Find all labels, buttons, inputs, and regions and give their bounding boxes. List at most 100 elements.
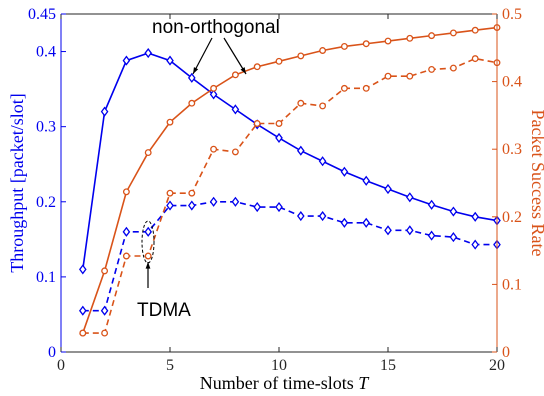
point-thr_tdma	[275, 201, 283, 213]
line-psr_nonortho	[82, 26, 498, 334]
point-thr_nonortho	[296, 145, 305, 156]
point-psr_tdma	[188, 189, 196, 197]
point-psr_nonortho	[122, 188, 130, 196]
point-thr_tdma	[340, 217, 349, 228]
point-thr_tdma	[231, 196, 240, 207]
y-axis-right-label: Packet Success Rate	[528, 110, 544, 257]
y-right-tick-label: 0.2	[502, 209, 522, 226]
y-axis-left-label: Throughput [packet/slot]	[7, 93, 27, 272]
point-thr_tdma	[209, 196, 218, 207]
point-thr_tdma	[253, 201, 262, 213]
point-psr_nonortho	[231, 71, 239, 79]
x-tick-label: 15	[380, 357, 396, 374]
y-left-tick-label: 0.4	[36, 44, 56, 61]
point-thr_tdma	[362, 217, 371, 228]
point-psr_nonortho	[144, 149, 152, 157]
point-thr_nonortho	[362, 175, 371, 186]
point-thr_tdma	[427, 230, 436, 241]
point-psr_nonortho	[101, 267, 109, 275]
y-right-tick-label: 0.5	[502, 6, 522, 23]
point-psr_tdma	[406, 72, 414, 80]
point-thr_tdma	[405, 225, 414, 236]
point-psr_nonortho	[449, 29, 457, 37]
point-thr_tdma	[384, 225, 392, 236]
point-thr_tdma	[78, 305, 87, 316]
point-psr_tdma	[231, 148, 239, 156]
point-psr_tdma	[297, 99, 305, 107]
point-psr_nonortho	[428, 32, 436, 40]
point-psr_nonortho	[188, 99, 196, 107]
point-psr_nonortho	[406, 34, 414, 42]
point-psr_nonortho	[384, 37, 392, 45]
point-thr_nonortho	[187, 72, 196, 83]
y-right-tick-label: 0.1	[502, 276, 522, 293]
y-left-tick-label: 0	[48, 344, 56, 361]
point-psr_nonortho	[297, 52, 305, 60]
y-left-tick-label: 0.2	[36, 194, 56, 211]
arrow-non-orthogonal-throughput	[192, 37, 213, 75]
x-axis-label-var: T	[358, 373, 370, 393]
point-thr_nonortho	[384, 183, 392, 195]
x-tick-label: 10	[271, 357, 287, 374]
point-psr_tdma	[144, 252, 152, 260]
y-right-tick-label: 0	[502, 344, 510, 361]
point-thr_nonortho	[100, 106, 109, 117]
x-axis-label-text: Number of time-slots	[200, 373, 354, 393]
x-tick-label: 0	[57, 357, 65, 374]
line-psr_tdma	[82, 57, 498, 334]
point-thr_tdma	[122, 226, 131, 237]
point-psr_tdma	[275, 120, 283, 127]
point-thr_nonortho	[122, 55, 131, 66]
point-thr_nonortho	[231, 104, 240, 115]
point-thr_nonortho	[471, 211, 480, 222]
point-psr_nonortho	[275, 57, 283, 65]
point-psr_tdma	[362, 84, 370, 92]
point-psr_tdma	[319, 102, 327, 110]
series-psr_nonortho	[79, 24, 501, 337]
arrow-tdma	[145, 262, 151, 288]
axes-layer: 0 5 10 15 2000.10.20.30.40.4500.10.20.30.40.…	[28, 6, 522, 374]
tdma-highlight-ellipse	[141, 220, 155, 264]
y-left-tick-label: 0.3	[36, 119, 56, 136]
x-tick-label: 20	[489, 357, 505, 374]
point-thr_nonortho	[340, 166, 349, 177]
point-thr_tdma	[187, 200, 196, 211]
y-left-tick-label: 0.1	[36, 269, 56, 286]
point-psr_tdma	[384, 72, 392, 80]
arrow-non-orthogonal-psr	[223, 37, 247, 75]
line-thr_nonortho	[82, 52, 498, 270]
x-tick-label: 5	[166, 357, 174, 374]
point-psr_nonortho	[210, 84, 218, 92]
x-axis-label: Number of time-slots T	[200, 373, 370, 393]
point-psr_tdma	[428, 65, 436, 73]
point-thr_nonortho	[449, 206, 458, 217]
point-psr_tdma	[101, 329, 109, 337]
point-thr_nonortho	[275, 132, 283, 144]
y-left-tick-label: 0.45	[28, 6, 56, 23]
point-thr_nonortho	[144, 47, 153, 59]
point-psr_nonortho	[471, 26, 479, 34]
y-right-tick-label: 0.4	[502, 74, 522, 91]
annotation-tdma: TDMA	[137, 300, 191, 321]
series-thr_tdma	[78, 196, 501, 316]
point-thr_tdma	[449, 231, 458, 243]
point-thr_tdma	[318, 210, 327, 222]
point-psr_tdma	[210, 145, 218, 153]
point-thr_nonortho	[318, 156, 327, 167]
series-psr_tdma	[79, 55, 501, 337]
point-psr_tdma	[471, 55, 479, 63]
point-psr_nonortho	[340, 42, 348, 50]
point-psr_nonortho	[166, 118, 174, 126]
point-psr_tdma	[122, 252, 130, 260]
point-psr_tdma	[253, 120, 261, 127]
point-thr_tdma	[166, 200, 174, 211]
annotation-non-orthogonal: non-orthogonal	[152, 17, 280, 38]
point-psr_nonortho	[362, 40, 370, 48]
point-psr_nonortho	[253, 63, 261, 71]
point-thr_nonortho	[166, 55, 174, 66]
series-layer	[78, 24, 501, 337]
point-psr_nonortho	[319, 47, 327, 54]
point-thr_tdma	[144, 226, 153, 237]
point-thr_tdma	[471, 239, 480, 250]
